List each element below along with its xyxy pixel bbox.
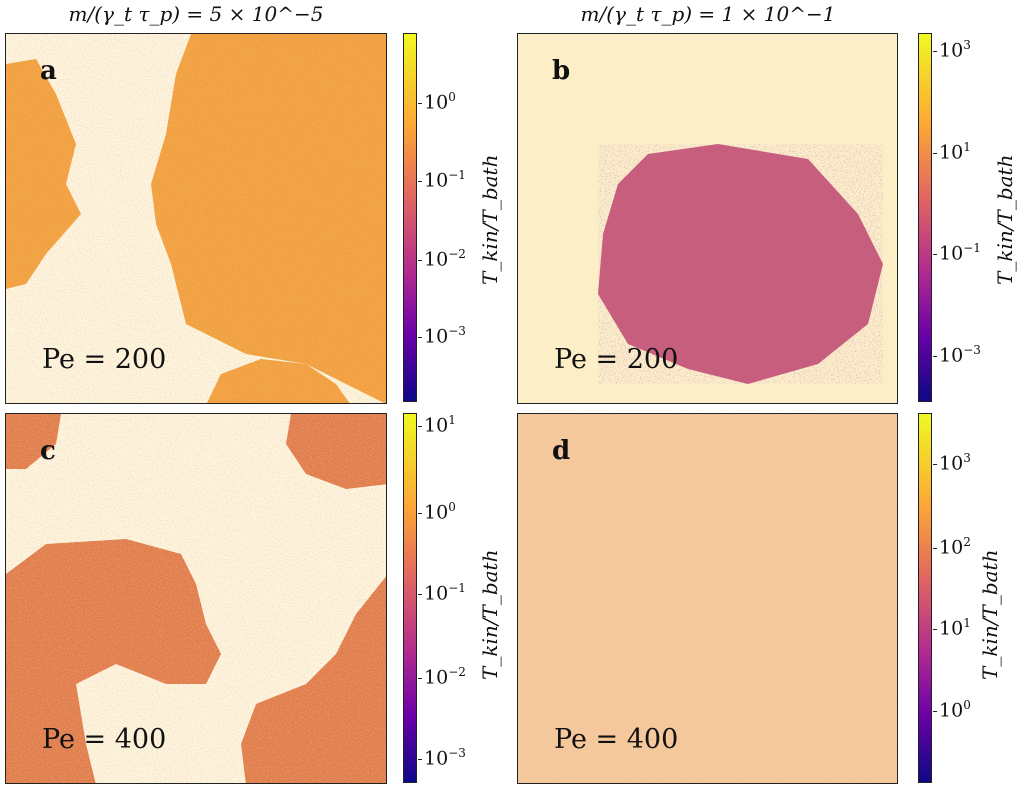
colorbar-tick-label: 10−1 bbox=[424, 581, 466, 605]
colorbar-tick-label: 100 bbox=[939, 698, 971, 722]
pe-label: Pe = 200 bbox=[554, 344, 679, 375]
panel-letter: d bbox=[552, 436, 571, 466]
pe-label: Pe = 200 bbox=[42, 344, 167, 375]
colorbar-label-a: T_kin/T_bath bbox=[478, 154, 502, 285]
colorbar-tick-label: 103 bbox=[939, 451, 971, 475]
simulation-snapshot-b bbox=[518, 34, 897, 403]
colorbar-tick-label: 102 bbox=[939, 535, 971, 559]
colorbar-tick-label: 10−3 bbox=[424, 324, 466, 348]
column-title-left: m/(γ_t τ_p) = 5 × 10^−5 bbox=[68, 2, 324, 26]
column-title-right: m/(γ_t τ_p) = 1 × 10^−1 bbox=[580, 2, 836, 26]
colorbar-tick-label: 100 bbox=[424, 90, 456, 114]
colorbar-tick-label: 10−2 bbox=[424, 665, 466, 689]
colorbar-tick-label: 10−1 bbox=[939, 241, 981, 265]
colorbar-tick-label: 10−1 bbox=[424, 168, 466, 192]
panel-letter: b bbox=[552, 56, 571, 86]
panel-letter: a bbox=[40, 56, 57, 86]
colorbar-tick-label: 100 bbox=[424, 500, 456, 524]
colorbar-a: 100 10−1 10−2 10−3 bbox=[403, 33, 466, 402]
simulation-snapshot-c bbox=[6, 414, 386, 783]
colorbar-b: 103 101 10−1 10−3 bbox=[918, 33, 981, 402]
panel-d: d Pe = 400 bbox=[517, 413, 898, 784]
colorbar-c: 101 100 10−1 10−2 10−3 bbox=[403, 413, 466, 783]
panel-a: a Pe = 200 bbox=[5, 33, 387, 404]
simulation-snapshot-a bbox=[6, 34, 386, 403]
colorbar-tick-label: 101 bbox=[424, 413, 456, 437]
colorbar-tick-label: 10−3 bbox=[939, 343, 981, 367]
panel-c: c Pe = 400 bbox=[5, 413, 387, 784]
panel-b: b Pe = 200 bbox=[517, 33, 898, 404]
panel-letter: c bbox=[40, 436, 56, 466]
colorbar-label-b: T_kin/T_bath bbox=[993, 154, 1017, 285]
colorbar-tick-label: 101 bbox=[939, 140, 971, 164]
pe-label: Pe = 400 bbox=[554, 724, 679, 755]
colorbar-tick-label: 101 bbox=[939, 616, 971, 640]
colorbar-tick-label: 10−2 bbox=[424, 247, 466, 271]
simulation-snapshot-d bbox=[518, 414, 897, 783]
colorbar-d: 103 102 101 100 bbox=[918, 413, 971, 783]
pe-label: Pe = 400 bbox=[42, 724, 167, 755]
colorbar-tick-label: 103 bbox=[939, 38, 971, 62]
colorbar-label-d: T_kin/T_bath bbox=[978, 549, 1002, 680]
colorbar-label-c: T_kin/T_bath bbox=[478, 549, 502, 680]
colorbar-tick-label: 10−3 bbox=[424, 746, 466, 770]
